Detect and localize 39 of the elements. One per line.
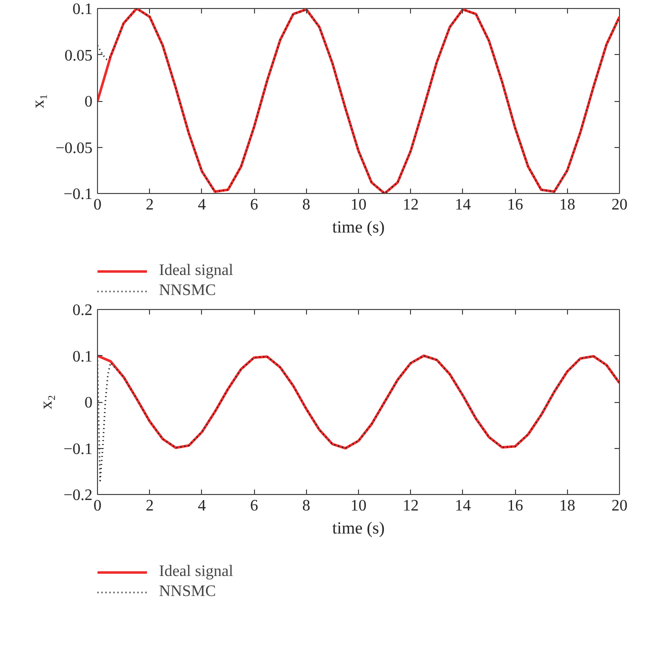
y-tick-label: 0 — [84, 94, 92, 110]
x-tick-label: 2 — [146, 498, 154, 514]
legend-label: NNSMC — [159, 282, 216, 300]
x-tick-label: 14 — [454, 498, 471, 514]
x-tick-label: 10 — [350, 498, 366, 514]
y-tick-label: 0.2 — [72, 302, 92, 319]
x-tick-label: 12 — [402, 498, 419, 514]
y-tick-label: −0.2 — [63, 487, 93, 504]
y-tick-label: −0.1 — [63, 440, 93, 458]
x-tick-label: 20 — [612, 498, 628, 514]
legend-label: Ideal signal — [159, 563, 234, 581]
legend-label: NNSMC — [159, 583, 216, 601]
x-tick-label: 4 — [198, 196, 206, 214]
x-tick-label: 16 — [507, 498, 524, 514]
x-tick-label: 4 — [198, 498, 206, 514]
y-tick-label: 0.1 — [72, 348, 92, 366]
x-tick-label: 14 — [454, 196, 471, 214]
x-tick-label: 8 — [302, 196, 310, 214]
y-tick-label: 0.1 — [72, 1, 92, 18]
y-tick-label: −0.05 — [55, 140, 93, 157]
line-series — [98, 354, 620, 482]
x-tick-label: 16 — [507, 196, 524, 214]
y-axis-title: x₂ — [36, 394, 56, 410]
x-tick-label: 6 — [250, 196, 258, 214]
x-axis-title: time (s) — [332, 518, 385, 538]
y-tick-label: −0.1 — [63, 186, 93, 203]
legend-label: Ideal signal — [159, 262, 234, 280]
x-tick-label: 2 — [146, 196, 154, 214]
x-axis-title: time (s) — [332, 218, 385, 236]
x-tick-label: 20 — [612, 196, 628, 214]
x-tick-label: 18 — [559, 196, 576, 214]
y-tick-label: 0.05 — [64, 47, 92, 64]
x-tick-label: 12 — [402, 196, 419, 214]
x-tick-label: 18 — [559, 498, 576, 514]
x-tick-label: 8 — [302, 498, 310, 514]
y-axis-title: x₁ — [28, 94, 48, 108]
x-tick-label: 6 — [250, 498, 258, 514]
y-tick-label: 0 — [84, 394, 92, 412]
x-tick-label: 10 — [350, 196, 366, 214]
